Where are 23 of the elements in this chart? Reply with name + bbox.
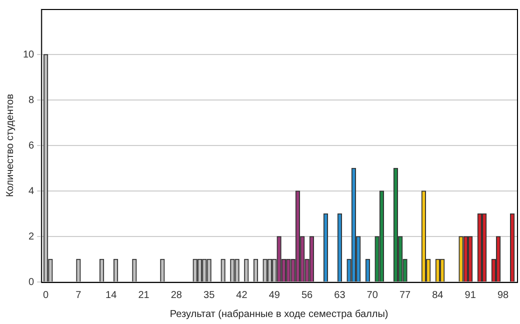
- x-tick-label: 56: [301, 290, 314, 301]
- x-tick-label: 14: [106, 290, 118, 301]
- x-tick-label: 35: [204, 290, 216, 301]
- x-tick-label: 70: [366, 290, 378, 301]
- y-tick-label: 0: [28, 276, 35, 288]
- x-tick-label: 7: [76, 290, 82, 301]
- y-tick-label: 8: [28, 94, 35, 106]
- y-tick-label: 4: [28, 186, 35, 197]
- x-axis-title: Результат (набранные в ходе семестра баллы): [170, 308, 388, 320]
- x-tick-label: 91: [464, 290, 476, 301]
- y-tick-label: 2: [28, 231, 35, 242]
- x-tick-label: 77: [399, 290, 412, 301]
- x-tick-label: 28: [170, 290, 182, 301]
- x-tick-label: 21: [138, 290, 150, 301]
- x-tick-label: 63: [334, 290, 346, 301]
- x-tick-label: 98: [497, 290, 510, 301]
- x-tick-label: 49: [268, 290, 280, 301]
- y-tick-label: 6: [28, 140, 35, 152]
- x-tick-label: 42: [236, 290, 248, 301]
- y-axis-title: Количество студентов: [4, 94, 16, 198]
- x-tick-label: 84: [432, 290, 444, 301]
- y-tick-label: 10: [23, 49, 35, 60]
- x-tick-label: 0: [43, 290, 50, 301]
